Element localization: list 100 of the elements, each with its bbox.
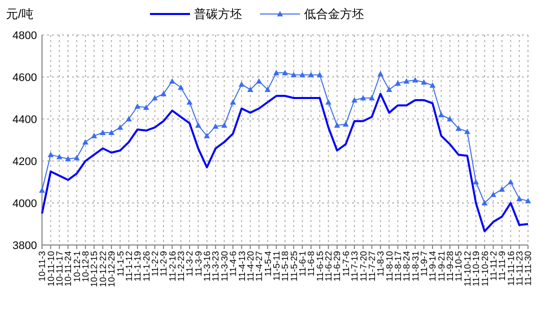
x-tick-label: 11-4-27 [254, 251, 264, 282]
x-tick-label: 11-10-12 [462, 251, 472, 286]
x-tick-label: 11-8-3 [376, 251, 386, 276]
x-tick-label: 11-6-22 [324, 251, 334, 282]
x-tick-label: 11-2-16 [167, 251, 178, 282]
x-tick-label: 11-8-17 [392, 251, 403, 282]
x-tick-label: 11-11-30 [523, 251, 534, 286]
point [91, 132, 98, 138]
y-tick-label: 4600 [12, 72, 37, 84]
point [152, 95, 158, 100]
x-tick-label: 11-7-27 [366, 251, 377, 282]
point [195, 122, 202, 128]
x-tick-label: 10-12-8 [80, 251, 91, 282]
point [472, 179, 479, 184]
legend-label: 低合金方坯 [304, 7, 364, 22]
point [325, 99, 332, 105]
x-tick-label: 11-2-2 [150, 251, 160, 276]
x-tick-label: 11-10-5 [454, 251, 464, 282]
x-tick-label: 11-2-23 [176, 251, 186, 282]
point [247, 86, 254, 92]
point [377, 70, 384, 76]
y-tick-label: 4000 [12, 198, 37, 210]
point [516, 196, 522, 202]
x-tick-label: 11-10-19 [471, 251, 482, 286]
point [282, 70, 288, 76]
x-tick-label: 11-6-1 [298, 251, 308, 276]
x-tick-label: 11-8-24 [402, 251, 412, 282]
x-tick-label: 11-1-26 [141, 251, 152, 282]
point [290, 72, 297, 78]
point [438, 112, 444, 118]
y-tick-label: 4200 [12, 156, 37, 168]
y-axis-title: 元/吨 [6, 7, 34, 21]
x-tick-label: 11-11-16 [506, 251, 516, 286]
point [498, 186, 505, 192]
x-tick-label: 11-11-23 [514, 251, 524, 286]
point [186, 99, 193, 105]
x-tick-label: 11-1-19 [132, 251, 143, 282]
x-tick-label: 11-3-23 [210, 251, 221, 282]
point [117, 124, 124, 130]
point [178, 84, 184, 90]
point [134, 103, 140, 109]
point [456, 125, 462, 131]
x-tick-label: 11-9-14 [428, 251, 438, 282]
x-tick-label: 10-11-17 [54, 251, 65, 286]
y-tick-label: 4400 [12, 114, 37, 126]
point [221, 122, 228, 128]
point [351, 97, 358, 102]
legend-label: 普碳方坯 [194, 7, 242, 22]
x-tick-label: 11-7-20 [358, 251, 368, 282]
point [299, 72, 306, 78]
point [204, 132, 210, 138]
point [169, 78, 176, 84]
x-tick-label: 11-3-9 [193, 251, 204, 276]
x-tick-label: 11-9-7 [419, 251, 430, 276]
point [143, 104, 150, 110]
line-series [41, 92, 529, 232]
point [74, 154, 80, 160]
point [56, 154, 62, 160]
x-tick-label: 11-1-12 [124, 251, 134, 282]
point [256, 78, 262, 84]
x-tick-label: 11-5-25 [288, 251, 299, 282]
point [368, 95, 375, 100]
x-tick-label: 10-11-3 [37, 251, 48, 282]
point [108, 130, 114, 136]
x-tick-label: 11-10-26 [480, 251, 490, 286]
point [48, 152, 54, 158]
x-tick-label: 10-12-29 [106, 251, 117, 288]
x-tick-label: 11-6-15 [314, 251, 325, 282]
x-tick-label: 10-12-22 [98, 251, 108, 288]
x-tick-label: 11-3-30 [219, 251, 230, 282]
x-tick-label: 11-4-20 [245, 251, 256, 282]
point [430, 82, 436, 88]
x-tick-label: 10-11-24 [63, 251, 74, 286]
x-tick-label: 11-1-5 [115, 251, 126, 276]
y-tick-label: 3800 [12, 240, 37, 252]
x-tick-label: 11-7-13 [350, 251, 360, 282]
x-tick-label: 11-5-11 [271, 251, 282, 281]
point [342, 121, 349, 127]
x-tick-label: 11-9-21 [436, 251, 446, 282]
point [412, 77, 418, 83]
x-tick-label: 11-2-9 [158, 251, 169, 276]
point [394, 80, 401, 86]
point [464, 128, 470, 134]
x-tick-label: 11-5-18 [280, 251, 290, 282]
point [386, 86, 392, 92]
x-tick-label: 11-11-2 [488, 251, 498, 281]
point [39, 187, 45, 193]
x-tick-label: 11-9-28 [445, 251, 456, 282]
point [230, 99, 236, 105]
point [238, 81, 245, 87]
x-tick-label: 11-3-2 [184, 251, 195, 276]
x-tick-label: 11-4-6 [228, 251, 238, 276]
point [482, 200, 488, 206]
x-tick-label: 11-8-10 [384, 251, 394, 282]
point [420, 79, 427, 85]
point [508, 179, 514, 184]
point [360, 95, 366, 100]
point [446, 116, 453, 122]
x-tick-label: 10-12-1 [72, 251, 82, 282]
point [65, 156, 72, 162]
